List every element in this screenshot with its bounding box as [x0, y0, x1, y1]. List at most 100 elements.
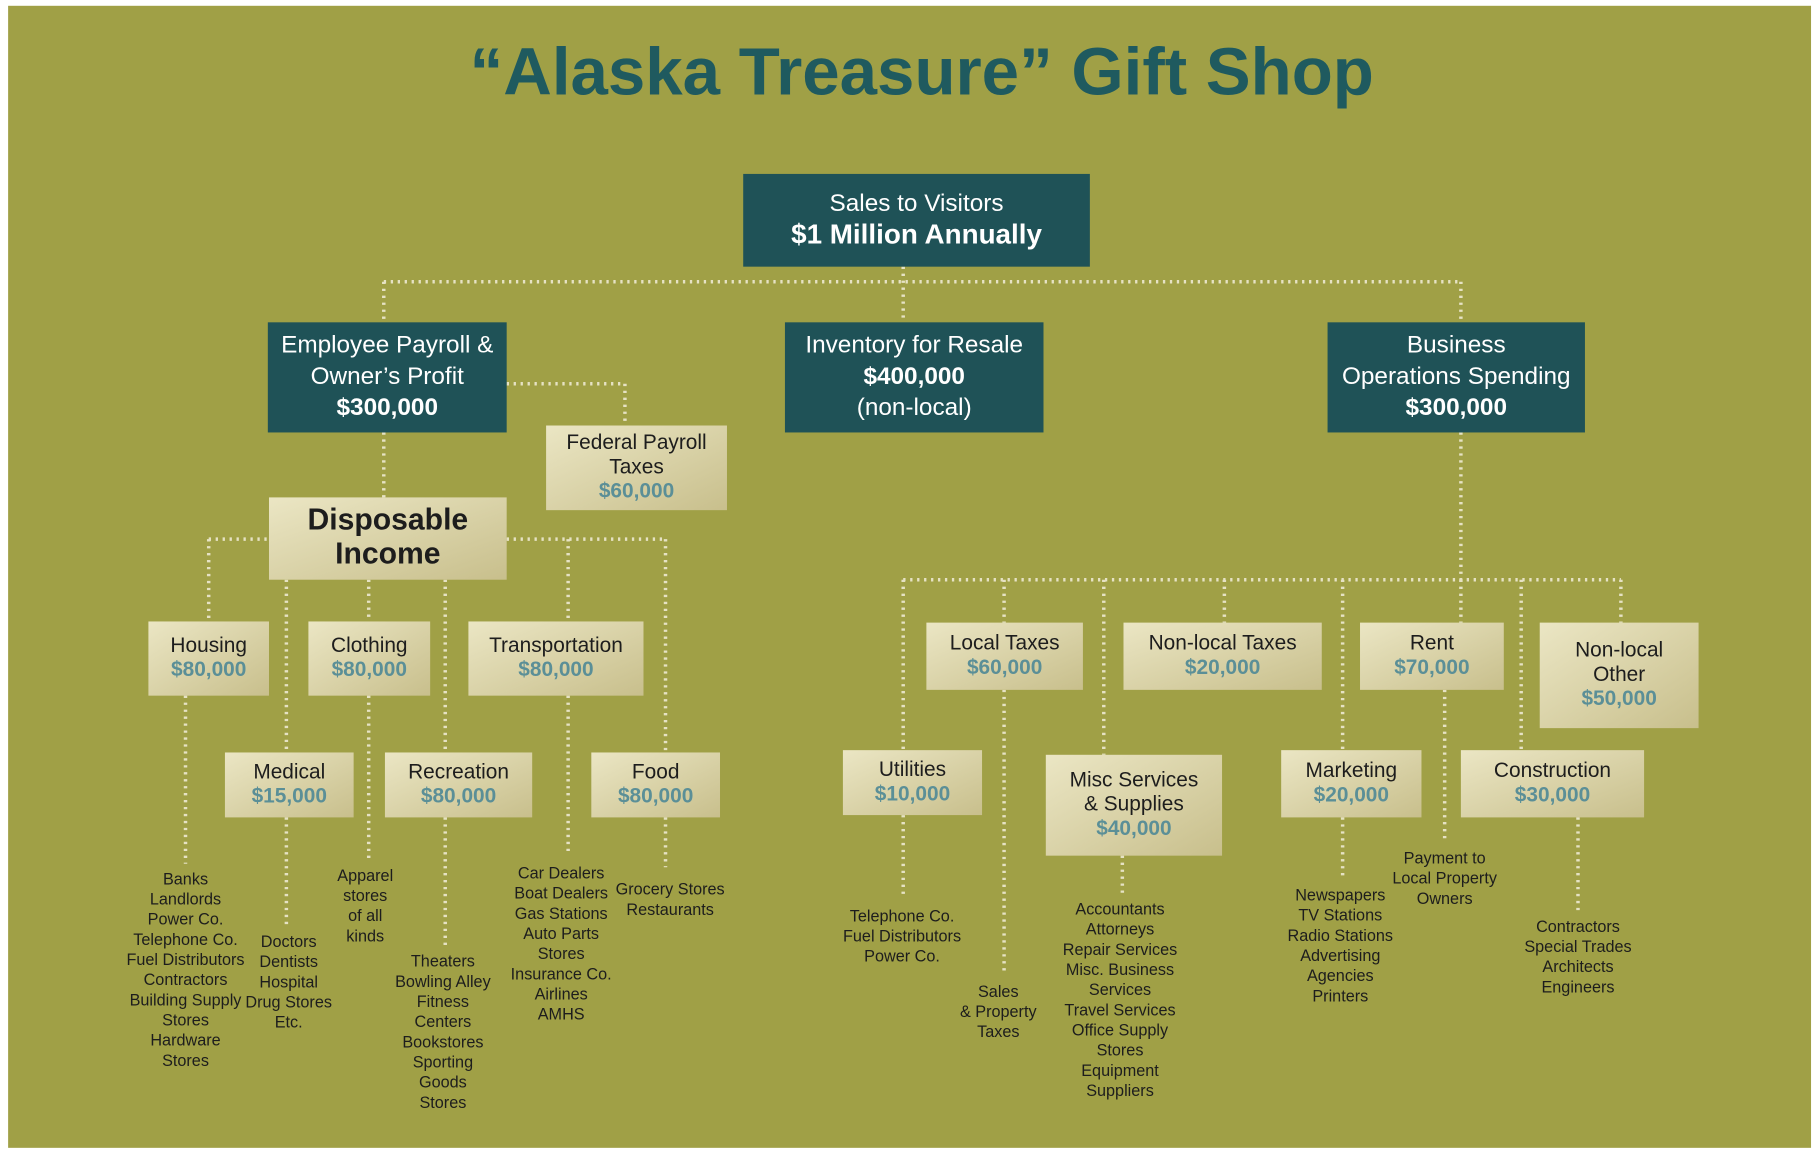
node-label: Transportation	[489, 634, 623, 657]
node-amount: $1 Million Annually	[791, 218, 1042, 249]
example: Fuel Distributors	[843, 928, 961, 946]
node-label: Disposable	[307, 504, 468, 537]
node-box	[148, 621, 269, 696]
node: Misc Services& Supplies$40,000 Accountant…	[1045, 754, 1223, 1100]
node-amount: $300,000	[337, 394, 438, 421]
node: Utilities$10,000 Telephone Co. Fuel Distri…	[842, 750, 983, 966]
node-label: Income	[335, 537, 440, 570]
node: Rent$70,000 Payment to Local Property Owner…	[1360, 622, 1504, 908]
node-label: Misc Services	[1070, 768, 1199, 791]
example: Radio Stations	[1288, 927, 1394, 945]
node-label: Other	[1593, 663, 1645, 686]
example: Fitness	[417, 993, 469, 1011]
example: Dentists	[259, 953, 318, 971]
example: Local Property	[1392, 870, 1497, 888]
node-box	[1281, 750, 1422, 818]
example: Boat Dealers	[514, 885, 608, 903]
example: Bookstores	[402, 1033, 483, 1051]
example: Hardware	[150, 1032, 220, 1050]
connectors	[183, 266, 1623, 974]
example: Telephone Co.	[133, 931, 238, 949]
example: of all	[348, 907, 382, 925]
example: Sales	[978, 983, 1019, 1001]
node-box	[267, 322, 507, 433]
example: Building Supply	[130, 991, 243, 1009]
node-box	[384, 752, 533, 818]
example: Grocery Stores	[616, 881, 725, 899]
example: Contractors	[144, 971, 228, 989]
node: Inventory for Resale $400,000 (non-local)	[784, 322, 1044, 433]
example: Bowling Alley	[395, 973, 491, 991]
node-label: Non-local	[1575, 639, 1663, 662]
node-label: Food	[632, 760, 680, 783]
node: Marketing$20,000 Newspapers TV Stations Rad…	[1281, 750, 1422, 1005]
example: Theaters	[411, 953, 475, 971]
example: Stores	[419, 1094, 466, 1112]
example: & Property	[960, 1003, 1038, 1021]
node-box	[546, 425, 727, 511]
node-amount: $50,000	[1581, 687, 1656, 710]
node-label: Marketing	[1306, 759, 1398, 782]
node-label: Housing	[170, 634, 247, 657]
example: Agencies	[1307, 967, 1374, 985]
example: AMHS	[538, 1006, 585, 1024]
node: Local Taxes$60,000 Sales & Property Taxes	[926, 622, 1083, 1041]
node-box	[1123, 622, 1322, 690]
node-label: & Supplies	[1084, 793, 1184, 816]
example: Insurance Co.	[511, 965, 612, 983]
example: Printers	[1312, 987, 1368, 1005]
node-box	[1045, 754, 1223, 856]
node-label: Medical	[253, 760, 325, 783]
node-label: Utilities	[879, 758, 946, 781]
title: “Alaska Treasure” Gift Shop	[470, 34, 1374, 109]
example: Misc. Business	[1066, 961, 1174, 979]
node-box	[743, 173, 1090, 267]
example: Etc.	[275, 1014, 303, 1032]
example: Travel Services	[1064, 1001, 1175, 1019]
node-amount: $30,000	[1515, 783, 1590, 806]
example: TV Stations	[1298, 907, 1382, 925]
example: Power Co.	[148, 911, 224, 929]
node-amount: $300,000	[1406, 394, 1507, 421]
node: Employee Payroll & Owner’s Profit $300,000	[267, 322, 507, 433]
node: Sales to Visitors$1 Million Annually	[743, 173, 1090, 267]
node-label: Rent	[1410, 632, 1454, 655]
node-amount: $80,000	[518, 658, 593, 681]
node-label: Construction	[1494, 759, 1611, 782]
node-amount: $400,000	[863, 363, 964, 390]
example: Stores	[1097, 1042, 1144, 1060]
example: Repair Services	[1063, 941, 1177, 959]
node: Non-local Taxes$20,000	[1123, 622, 1322, 690]
node-label: Recreation	[408, 760, 509, 783]
node-box	[1460, 750, 1645, 818]
example: Doctors	[261, 933, 317, 951]
node: Medical$15,000 Doctors Dentists Hospital Dru…	[224, 752, 354, 1032]
example: Auto Parts	[523, 925, 599, 943]
example: Equipment	[1081, 1062, 1159, 1080]
example: Power Co.	[864, 948, 940, 966]
node-amount: $80,000	[332, 658, 407, 681]
node-amount: $40,000	[1096, 817, 1171, 840]
node: Construction$30,000 Contractors Special Tr…	[1460, 750, 1645, 996]
node-label: Inventory for Resale	[805, 332, 1023, 359]
node-label: Business	[1407, 332, 1506, 359]
example: kinds	[346, 927, 384, 945]
example: Telephone Co.	[850, 907, 955, 925]
example: Attorneys	[1086, 921, 1155, 939]
example: Fuel Distributors	[126, 951, 244, 969]
node-box	[926, 622, 1083, 690]
example: Owners	[1417, 890, 1473, 908]
example: Stores	[538, 945, 585, 963]
example: Hospital	[259, 973, 318, 991]
example: Special Trades	[1524, 938, 1631, 956]
node-amount: $80,000	[421, 785, 496, 808]
example: Services	[1089, 981, 1151, 999]
node-amount: $20,000	[1314, 783, 1389, 806]
node-label: Sales to Visitors	[830, 190, 1004, 217]
node-amount: $15,000	[252, 785, 327, 808]
example: Restaurants	[626, 901, 713, 919]
example: Advertising	[1300, 947, 1380, 965]
